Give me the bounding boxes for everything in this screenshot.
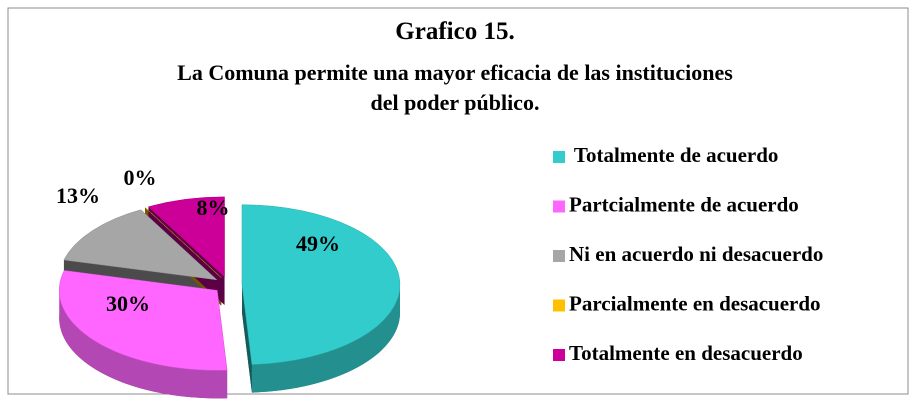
data-label: 30% [106, 291, 150, 316]
pie-slice-outer-wall [59, 290, 228, 399]
legend-swatch [553, 349, 565, 361]
legend-swatch [553, 200, 565, 213]
pie-slice [58, 270, 228, 371]
legend-label: Ni en acuerdo ni desacuerdo [569, 242, 823, 266]
data-label: 0% [124, 165, 157, 190]
pie-slice-inner-wall [241, 284, 252, 393]
chart-subtitle: La Comuna permite una mayor eficacia de … [177, 60, 733, 115]
legend-label: Totalmente de acuerdo [569, 143, 778, 167]
data-label: 49% [296, 231, 340, 256]
chart-title: Grafico 15. [395, 18, 515, 45]
pie-slice [63, 209, 218, 281]
data-label: 13% [56, 183, 100, 208]
pie-slice [241, 204, 401, 365]
pie-slice [147, 196, 225, 278]
legend-swatch [553, 299, 565, 312]
pie-slice-outer-wall [251, 284, 400, 393]
legend-label: Partcialmente de acuerdo [569, 192, 799, 216]
legend-swatch [553, 250, 565, 262]
legend-label: Parcialmente en desacuerdo [569, 291, 821, 315]
legend-swatch [553, 151, 565, 163]
data-label: 8% [197, 195, 230, 220]
legend-label: Totalmente en desacuerdo [569, 341, 803, 365]
